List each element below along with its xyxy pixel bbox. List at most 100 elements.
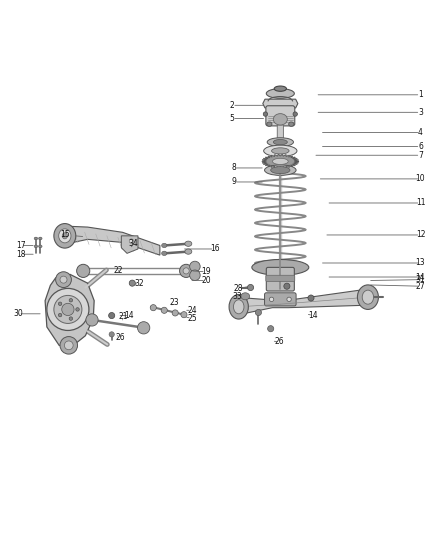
Circle shape [181,312,187,318]
Ellipse shape [39,237,42,240]
Text: 12: 12 [416,230,425,239]
Circle shape [129,280,135,286]
Text: 3: 3 [418,108,423,117]
Ellipse shape [272,148,289,154]
Ellipse shape [273,140,287,145]
Ellipse shape [77,264,90,278]
Ellipse shape [241,293,250,300]
Ellipse shape [34,237,38,240]
FancyBboxPatch shape [266,275,295,281]
Text: 9: 9 [231,177,237,187]
Ellipse shape [267,122,272,126]
Ellipse shape [264,145,297,157]
Circle shape [109,332,114,337]
Ellipse shape [289,122,294,126]
Text: 11: 11 [416,198,425,207]
Ellipse shape [190,270,200,280]
Ellipse shape [252,260,309,275]
Ellipse shape [60,336,78,354]
Ellipse shape [273,114,287,125]
Circle shape [109,312,115,319]
Circle shape [268,326,274,332]
Circle shape [76,308,79,311]
Circle shape [269,297,274,302]
Ellipse shape [274,86,286,91]
Polygon shape [262,155,299,168]
FancyBboxPatch shape [266,268,294,291]
Ellipse shape [267,138,293,147]
Ellipse shape [64,341,73,350]
Ellipse shape [54,223,76,248]
Text: 16: 16 [210,245,219,254]
Polygon shape [67,226,160,255]
Text: 18: 18 [16,250,26,259]
Ellipse shape [162,251,167,255]
Circle shape [308,295,314,301]
Text: 27: 27 [416,282,425,290]
Ellipse shape [190,261,200,272]
Ellipse shape [271,167,290,174]
Circle shape [247,285,254,290]
FancyBboxPatch shape [277,125,283,140]
Ellipse shape [54,295,82,324]
Ellipse shape [233,300,244,314]
Circle shape [263,112,268,116]
Circle shape [284,283,290,289]
Circle shape [161,307,167,313]
Circle shape [364,294,371,301]
Text: 26: 26 [116,333,125,342]
Circle shape [150,304,156,311]
Ellipse shape [185,249,192,254]
Text: 2: 2 [230,101,234,110]
FancyBboxPatch shape [265,293,296,306]
Text: 14: 14 [416,272,425,281]
Text: 20: 20 [201,276,211,285]
Ellipse shape [62,303,74,316]
Text: 13: 13 [416,259,425,268]
Text: 32: 32 [134,279,144,288]
Ellipse shape [180,264,193,278]
Text: 23: 23 [170,298,179,307]
Text: 19: 19 [201,267,211,276]
Text: 30: 30 [14,309,23,318]
Text: 8: 8 [232,164,236,173]
Circle shape [58,302,62,305]
Text: 24: 24 [187,306,197,315]
Ellipse shape [47,288,89,330]
Circle shape [69,298,73,302]
Text: 6: 6 [418,142,423,151]
Text: 25: 25 [187,314,197,322]
Text: 15: 15 [60,230,70,239]
Circle shape [172,310,178,316]
Circle shape [287,297,291,302]
Ellipse shape [86,314,98,326]
Ellipse shape [266,88,294,98]
Ellipse shape [138,322,150,334]
Text: 4: 4 [418,128,423,137]
Text: 33: 33 [233,292,242,301]
Ellipse shape [229,295,248,319]
Circle shape [129,239,134,243]
Polygon shape [263,99,298,108]
FancyBboxPatch shape [266,106,295,126]
Text: 10: 10 [416,174,425,183]
Ellipse shape [362,290,374,304]
Text: 26: 26 [275,337,284,346]
Polygon shape [45,274,94,348]
Circle shape [255,310,261,316]
Ellipse shape [185,241,192,246]
Text: 31: 31 [416,275,425,284]
Ellipse shape [265,165,296,175]
Ellipse shape [183,268,189,274]
Text: 21: 21 [119,312,128,321]
Ellipse shape [357,285,378,310]
Circle shape [293,112,297,116]
Text: 22: 22 [113,266,123,276]
Ellipse shape [56,272,71,287]
Text: 17: 17 [16,241,26,250]
Text: 7: 7 [418,151,423,160]
Ellipse shape [272,158,288,165]
Ellipse shape [162,243,167,248]
Ellipse shape [34,245,38,248]
Ellipse shape [60,276,67,283]
